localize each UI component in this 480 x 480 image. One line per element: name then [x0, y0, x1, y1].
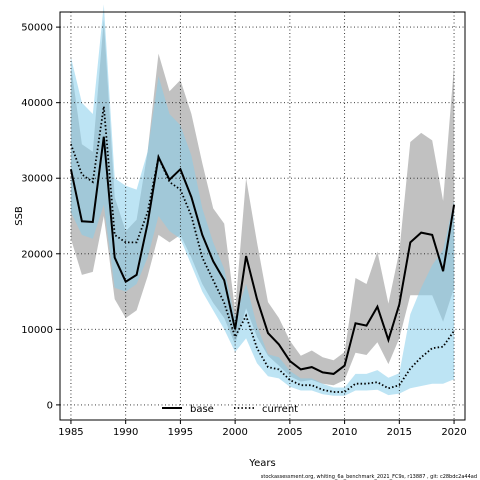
legend-label-base: base — [190, 404, 214, 415]
y-tick-label-50000: 50000 — [21, 23, 53, 34]
grid-lines — [60, 12, 465, 420]
y-tick-label-30000: 30000 — [21, 174, 53, 185]
x-tick-label-2020: 2020 — [441, 427, 466, 438]
y-axis: 0 10000 20000 30000 40000 50000 — [21, 23, 60, 411]
x-axis-title: Years — [248, 458, 275, 469]
x-tick-label-2000: 2000 — [222, 427, 247, 438]
series-lines — [69, 106, 456, 393]
x-tick-label-1985: 1985 — [58, 427, 83, 438]
y-tick-label-10000: 10000 — [21, 325, 53, 336]
x-tick-label-1990: 1990 — [113, 427, 138, 438]
plot-frame — [59, 11, 466, 421]
x-tick-label-1995: 1995 — [168, 427, 193, 438]
x-tick-label-2015: 2015 — [387, 427, 412, 438]
x-tick-label-2005: 2005 — [277, 427, 302, 438]
y-axis-title: SSB — [14, 206, 25, 226]
x-tick-label-2010: 2010 — [332, 427, 357, 438]
y-tick-label-40000: 40000 — [21, 98, 53, 109]
x-axis: 1985 1990 1995 2000 2005 2010 2015 2020 — [58, 420, 467, 438]
legend-label-current: current — [262, 404, 298, 415]
footer-credit: stockassessment.org, whiting_6a_benchmar… — [261, 474, 477, 480]
band-current — [70, 4, 455, 396]
legend: base current — [162, 404, 298, 415]
confidence-bands — [70, 4, 455, 396]
line-base — [69, 136, 456, 375]
y-tick-label-20000: 20000 — [21, 249, 53, 260]
y-tick-label-0: 0 — [47, 400, 53, 411]
